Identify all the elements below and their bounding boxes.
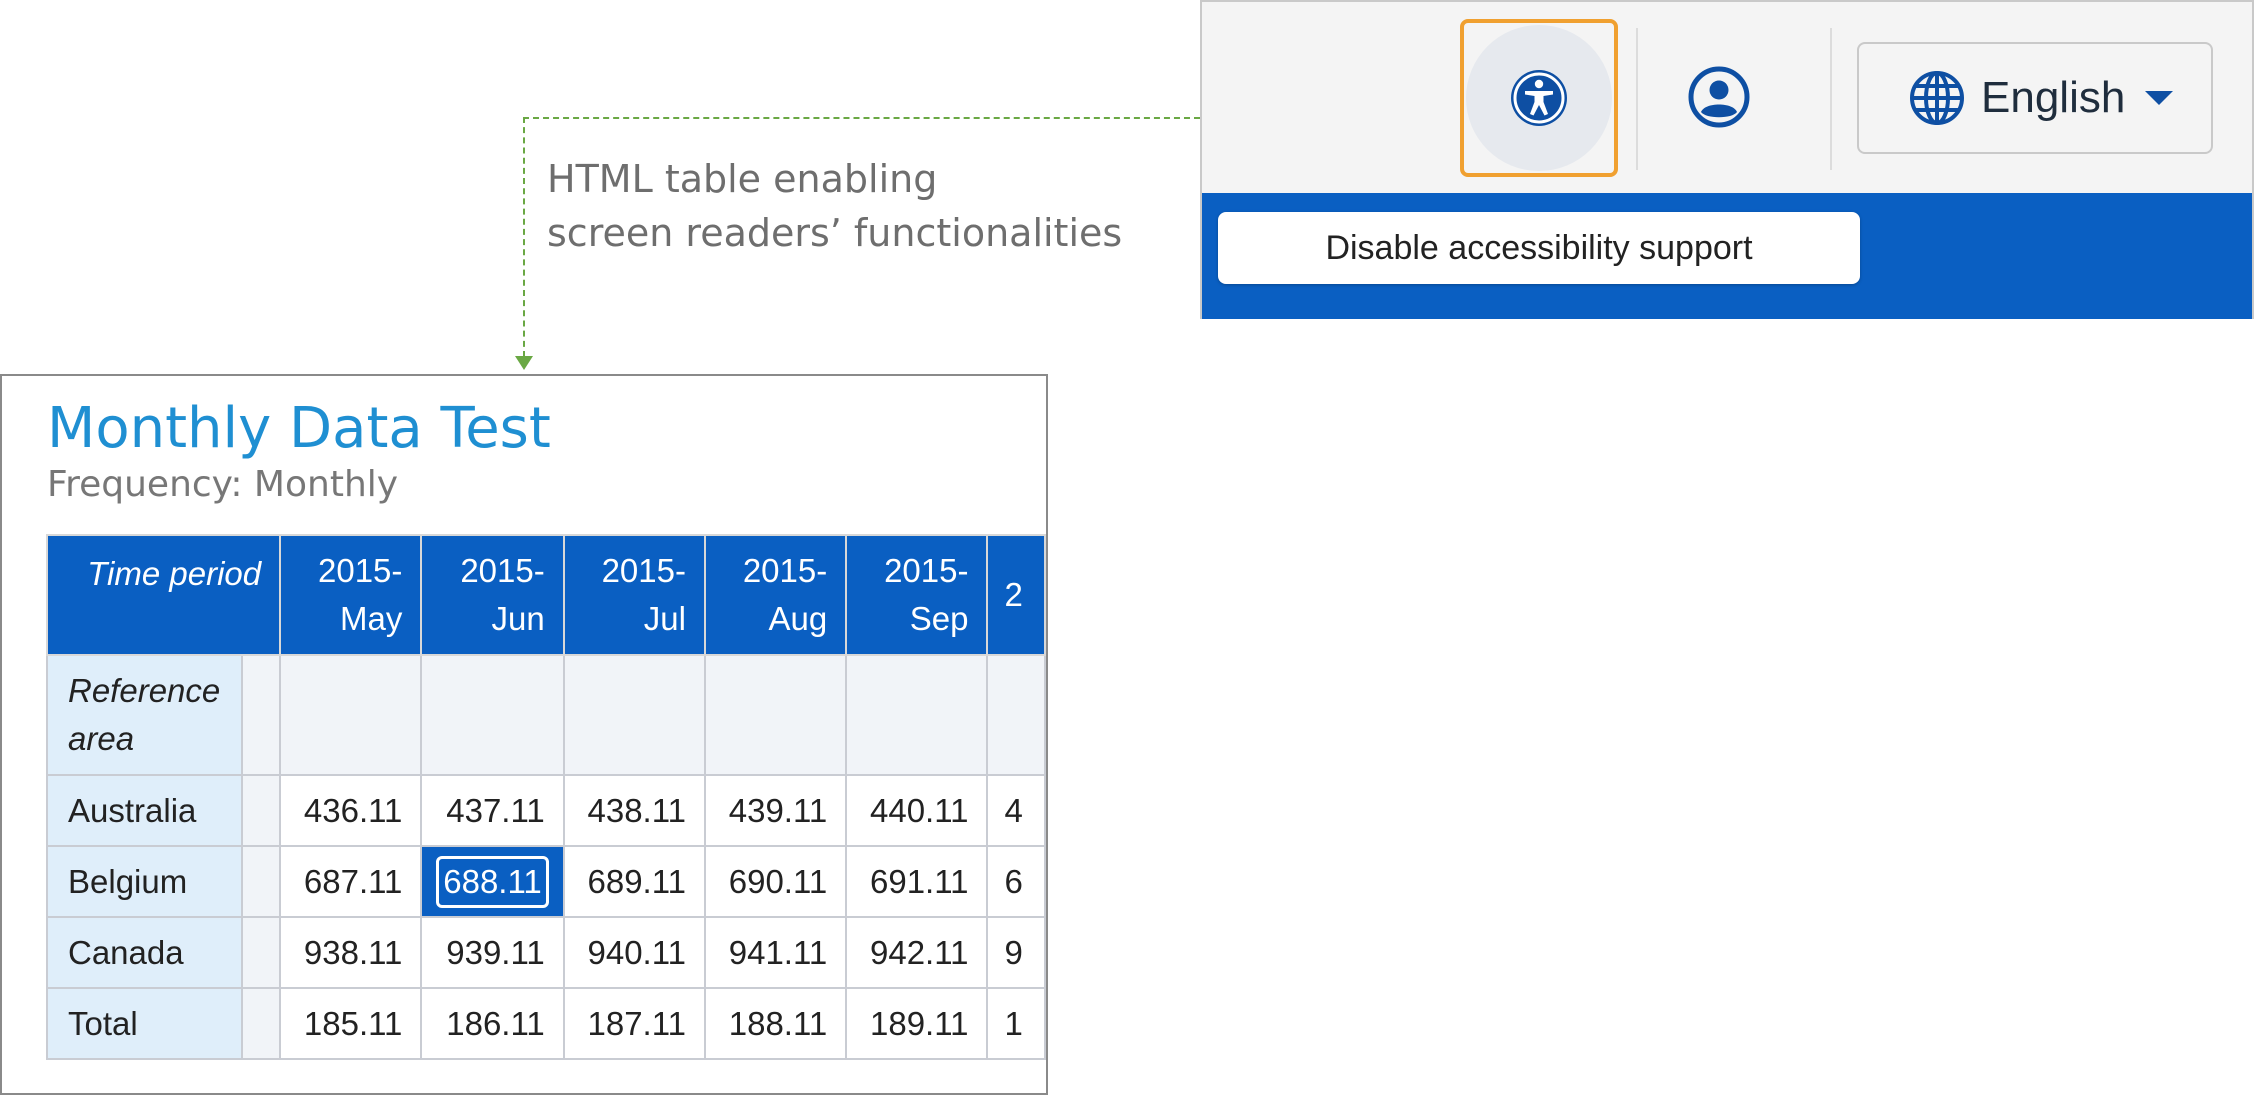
column-header-year: 2015- <box>742 552 828 589</box>
table-cell[interactable]: 187.11 <box>562 987 706 1060</box>
table-cell-empty <box>845 654 989 776</box>
table-cell-partial[interactable]: 9 <box>986 916 1046 989</box>
table-cell-empty <box>241 654 282 776</box>
table-cell[interactable]: 185.11 <box>279 987 423 1060</box>
column-header[interactable]: 2015- May <box>279 534 423 656</box>
table-cell[interactable]: 439.11 <box>703 774 848 847</box>
table-cell[interactable]: 941.11 <box>703 916 848 989</box>
reference-area-label-line: area <box>68 720 135 757</box>
table-cell-empty <box>420 654 565 776</box>
accessibility-toggle-button[interactable] <box>1460 19 1618 177</box>
column-header-partial[interactable]: 2 <box>986 534 1046 656</box>
table-cell[interactable]: 437.11 <box>420 774 565 847</box>
toolbar-separator <box>1636 28 1638 170</box>
table-cell-spacer <box>241 916 282 989</box>
table-cell[interactable]: 189.11 <box>845 987 989 1060</box>
table-row-total: Total 185.11 186.11 187.11 188.11 189.11… <box>45 987 1046 1060</box>
accessibility-icon <box>1511 70 1567 126</box>
column-header-month: Aug <box>768 600 828 637</box>
table-cell-partial[interactable]: 6 <box>986 845 1046 918</box>
table-row: Canada 938.11 939.11 940.11 941.11 942.1… <box>45 916 1046 989</box>
table-cell[interactable]: 186.11 <box>420 987 565 1060</box>
table-cell[interactable]: 691.11 <box>845 845 989 918</box>
row-label: Belgium <box>45 845 244 918</box>
annotation-arrow-icon <box>515 356 533 370</box>
data-table-panel: Monthly Data Test Frequency: Monthly Tim… <box>0 374 1048 1095</box>
annotation-text: HTML table enabling screen readers’ func… <box>547 152 1122 260</box>
annotation-connector-horizontal <box>523 117 1200 119</box>
column-header-month: Sep <box>909 600 969 637</box>
reference-area-label-line: Reference <box>68 672 221 709</box>
table-cell[interactable]: 188.11 <box>703 987 848 1060</box>
table-cell-empty <box>986 654 1046 776</box>
annotation-connector-vertical <box>523 117 525 357</box>
annotation-line: screen readers’ functionalities <box>547 211 1123 255</box>
table-cell-spacer <box>241 987 282 1060</box>
table-cell[interactable]: 436.11 <box>279 774 423 847</box>
selected-cell-value: 688.11 <box>436 855 549 908</box>
column-header-year: 2015- <box>601 552 686 589</box>
column-header[interactable]: 2015- Sep <box>845 534 989 656</box>
column-header-month: Jun <box>491 600 545 637</box>
table-row: Australia 436.11 437.11 438.11 439.11 44… <box>45 774 1046 847</box>
toolbar-separator <box>1830 28 1832 170</box>
globe-icon <box>1910 71 1964 125</box>
annotation-line: HTML table enabling <box>547 157 938 201</box>
user-account-icon <box>1688 66 1750 128</box>
table-cell-empty <box>703 654 848 776</box>
table-subtitle: Frequency: Monthly <box>47 464 399 505</box>
table-title: Monthly Data Test <box>47 396 551 461</box>
column-header-year: 2015- <box>317 552 403 589</box>
row-label: Canada <box>45 916 244 989</box>
table-cell[interactable]: 942.11 <box>845 916 989 989</box>
table-cell[interactable]: 690.11 <box>703 845 848 918</box>
table-cell-selected[interactable]: 688.11 <box>420 845 565 918</box>
user-account-button[interactable] <box>1664 42 1774 152</box>
language-selector[interactable]: English <box>1857 42 2213 154</box>
table-cell-empty <box>279 654 423 776</box>
table-header-row: Time period 2015- May 2015- Jun 2015- Jul 2… <box>45 534 1046 656</box>
reference-area-row: Reference area <box>45 654 1046 776</box>
column-header-year: 2015- <box>884 552 969 589</box>
column-header[interactable]: 2015- Jun <box>420 534 565 656</box>
table-cell[interactable]: 687.11 <box>279 845 423 918</box>
reference-area-label: Reference area <box>45 654 244 776</box>
table-cell-empty <box>562 654 706 776</box>
data-table: Time period 2015- May 2015- Jun 2015- Jul 2… <box>45 534 1046 1060</box>
table-cell-spacer <box>241 774 282 847</box>
table-cell[interactable]: 940.11 <box>562 916 706 989</box>
header-toolbar: English <box>1202 2 2252 193</box>
site-header: English Disable accessibility support <box>1200 0 2254 319</box>
table-cell-partial[interactable]: 4 <box>986 774 1046 847</box>
table-cell[interactable]: 440.11 <box>845 774 989 847</box>
table-cell[interactable]: 939.11 <box>420 916 565 989</box>
row-label: Australia <box>45 774 244 847</box>
caret-down-icon <box>2145 91 2174 105</box>
column-header-month: Jul <box>643 600 686 637</box>
column-header-month: May <box>340 600 403 637</box>
time-period-header: Time period <box>45 534 282 656</box>
table-cell[interactable]: 938.11 <box>279 916 423 989</box>
column-header-year: 2015- <box>460 552 545 589</box>
column-header[interactable]: 2015- Aug <box>703 534 848 656</box>
accessibility-tooltip: Disable accessibility support <box>1218 212 1860 284</box>
table-cell[interactable]: 689.11 <box>562 845 706 918</box>
language-label: English <box>1981 73 2126 122</box>
column-header-year: 2 <box>1004 576 1023 613</box>
column-header[interactable]: 2015- Jul <box>562 534 706 656</box>
table-cell[interactable]: 438.11 <box>562 774 706 847</box>
row-label: Total <box>45 987 244 1060</box>
table-cell-partial[interactable]: 1 <box>986 987 1046 1060</box>
table-cell-spacer <box>241 845 282 918</box>
table-row: Belgium 687.11 688.11 689.11 690.11 691.… <box>45 845 1046 918</box>
accessibility-button-focus-halo <box>1466 25 1612 171</box>
header-blue-bar: Disable accessibility support <box>1202 193 2252 319</box>
